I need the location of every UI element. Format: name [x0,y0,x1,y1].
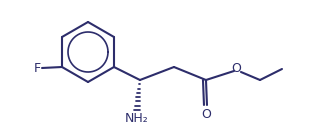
Text: O: O [201,107,211,121]
Text: O: O [231,62,241,75]
Text: F: F [33,62,41,75]
Text: NH₂: NH₂ [125,112,149,126]
